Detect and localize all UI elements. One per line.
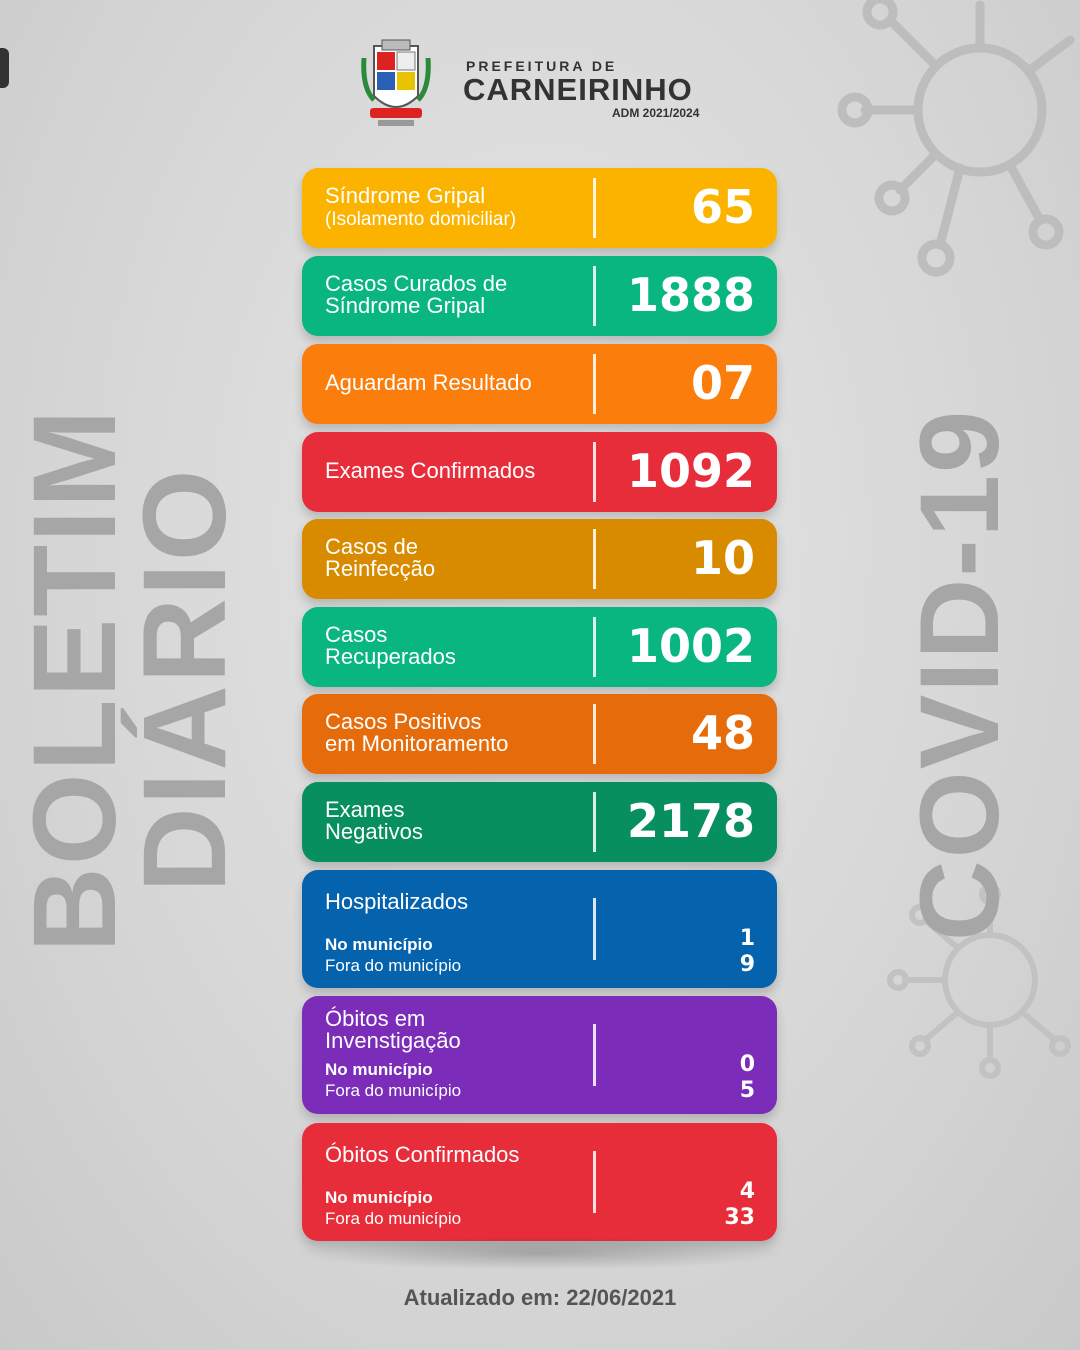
city-crest-logo [361, 39, 431, 126]
detail-sub-out-city: Fora do município [325, 1081, 462, 1100]
city-name: CARNEIRINHO [463, 72, 693, 107]
stat-label: Casos Positivos [325, 709, 482, 734]
detail-stat-card: Óbitos Confirmados No município Fora do mu… [302, 1123, 777, 1241]
divider [593, 266, 596, 326]
divider [593, 442, 596, 502]
stat-card: Casos Curados de Síndrome Gripal 1888 [302, 256, 777, 336]
stat-card: Exames Negativos 2178 [302, 782, 777, 862]
stat-card: Síndrome Gripal (Isolamento domiciliar) 65 [302, 168, 777, 248]
stat-label-line2: Recuperados [325, 644, 456, 669]
detail-sub-in-city: No município [325, 935, 433, 954]
divider [593, 617, 596, 677]
stat-label: Casos [325, 622, 388, 647]
stat-label-line2: em Monitoramento [325, 731, 509, 756]
detail-sub-in-city: No município [325, 1188, 433, 1207]
stat-card: Aguardam Resultado 07 [302, 344, 777, 424]
virus-icon-bottom [887, 883, 1071, 1079]
stat-card: Casos de Reinfecção 10 [302, 519, 777, 599]
prefeitura-label: PREFEITURA DE [466, 58, 618, 74]
stat-value: 1002 [626, 619, 755, 673]
stat-label: Exames Confirmados [325, 458, 536, 483]
covid-19-vertical-title: COVID-19 [897, 408, 1022, 942]
stat-label: Casos de [325, 534, 418, 559]
detail-title-line2: Invenstigação [325, 1028, 461, 1053]
stat-label: Síndrome Gripal [325, 183, 486, 208]
stat-label-line2: Síndrome Gripal [325, 293, 486, 318]
stat-value: 65 [690, 180, 755, 234]
stat-value: 1888 [626, 268, 755, 322]
updated-date: Atualizado em: 22/06/2021 [403, 1285, 677, 1310]
detail-title: Óbitos Confirmados [325, 1142, 520, 1167]
stat-label: Casos Curados de [325, 271, 508, 296]
detail-sub-out-city: Fora do município [325, 1209, 462, 1228]
detail-title: Óbitos em [325, 1006, 426, 1031]
stat-label-line2: Negativos [325, 819, 423, 844]
header: PREFEITURA DE CARNEIRINHO ADM 2021/2024 [360, 38, 740, 133]
stat-value: 07 [690, 356, 755, 410]
detail-value-out-city: 5 [739, 1078, 755, 1103]
stat-value: 48 [690, 706, 755, 760]
divider [593, 1024, 596, 1086]
stat-value: 2178 [626, 794, 755, 848]
stat-label: Exames [325, 797, 405, 822]
divider [593, 792, 596, 852]
corner-tab [0, 48, 9, 88]
stat-card: Casos Positivos em Monitoramento 48 [302, 694, 777, 774]
divider [593, 178, 596, 238]
detail-title: Hospitalizados [325, 889, 469, 914]
detail-value-in-city: 1 [739, 926, 755, 951]
boletim-diario-vertical-title: BOLETIM DIÁRIO [9, 407, 251, 953]
administration-label: ADM 2021/2024 [612, 106, 700, 120]
stat-label-line2: (Isolamento domiciliar) [325, 209, 517, 230]
card-shadow [290, 1236, 790, 1270]
divider [593, 704, 596, 764]
stat-card: Exames Confirmados 1092 [302, 432, 777, 512]
stat-label: Aguardam Resultado [325, 370, 532, 395]
divider [593, 354, 596, 414]
detail-stat-card: Óbitos em Invenstigação No município Fora d… [302, 996, 777, 1114]
detail-stat-card: Hospitalizados No município Fora do municí… [302, 870, 777, 988]
detail-value-out-city: 33 [724, 1205, 755, 1230]
stat-value: 1092 [626, 444, 755, 498]
detail-sub-in-city: No município [325, 1060, 433, 1079]
divider [593, 529, 596, 589]
divider [593, 898, 596, 960]
detail-value-in-city: 4 [739, 1179, 755, 1204]
stat-value: 10 [690, 531, 755, 585]
virus-icon-top [837, 0, 1075, 277]
stat-card: Casos Recuperados 1002 [302, 607, 777, 687]
detail-sub-out-city: Fora do município [325, 956, 462, 975]
divider [593, 1151, 596, 1213]
stat-label-line2: Reinfecção [325, 556, 436, 581]
detail-value-in-city: 0 [739, 1052, 755, 1077]
detail-value-out-city: 9 [739, 952, 755, 977]
